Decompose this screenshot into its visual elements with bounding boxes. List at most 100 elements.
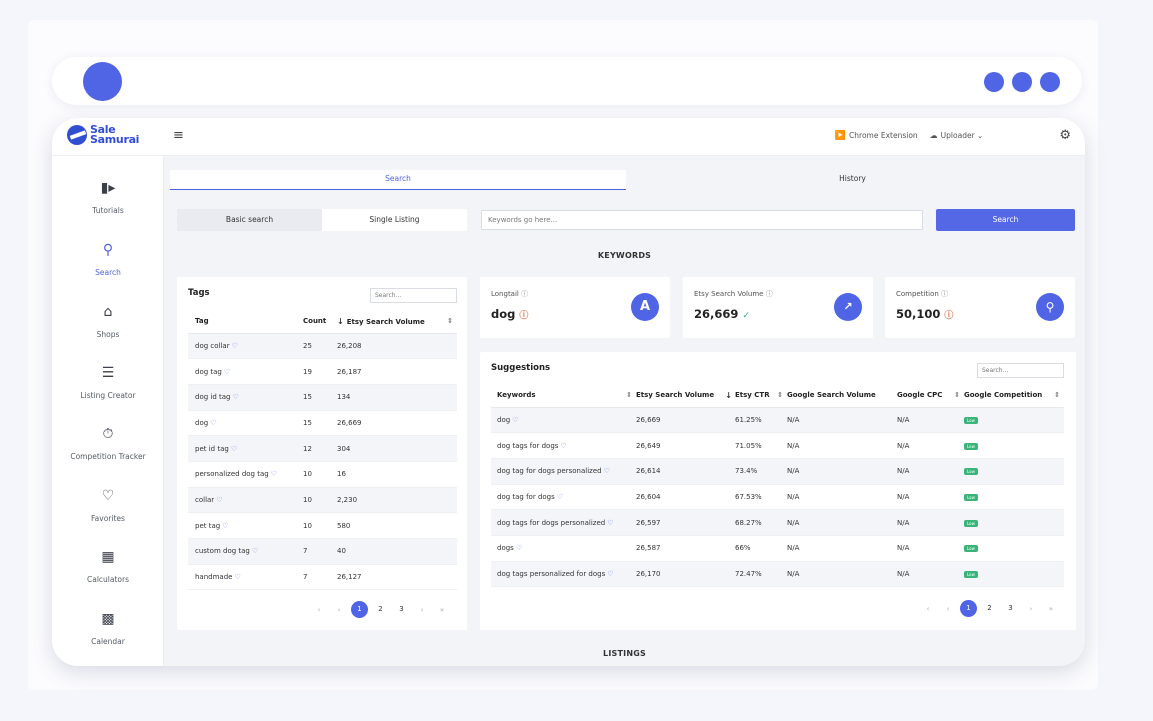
heart-icon[interactable]: ♡ [603,467,610,476]
ctr-column-header[interactable]: Etsy CTR ⇕ [735,384,787,408]
heart-icon[interactable]: ♡ [515,544,523,553]
keyword-text: dog tag for dogs [497,492,555,501]
keyword-cell[interactable]: dog tags for dogs ♡ [491,432,636,459]
keyword-search-input[interactable] [481,210,923,230]
hamburger-icon[interactable]: ≡ [173,128,184,143]
competition-cell: Low [964,535,1064,562]
prev-page-icon[interactable]: ‹ [946,604,950,613]
sort-icon: ⇕ [777,391,783,400]
heart-icon[interactable]: ♡ [270,470,277,479]
sidebar-item-shops[interactable]: ⌂ Shops [52,304,164,339]
last-page-icon[interactable]: » [1048,604,1054,613]
tags-search-input[interactable]: Search... [370,288,457,303]
check-circle-icon: ✓ [742,311,750,321]
topbar-actions: ▶️ Chrome Extension ☁ Uploader ⌄ ⚙ [835,128,1071,143]
heart-icon[interactable]: ♡ [223,367,231,376]
sidebar-item-search[interactable]: ⚲ Search [52,242,164,277]
keyword-cell[interactable]: dog tags for dogs personalized ♡ [491,509,636,536]
keyword-column-header[interactable]: Keywords ⇕ [491,384,636,408]
keyword-cell[interactable]: dog tag for dogs ♡ [491,484,636,511]
last-page-icon[interactable]: » [439,605,445,614]
app-window: Sale Samurai ≡ ▶️ Chrome Extension ☁ Uploa… [52,118,1085,666]
chrome-extension-link[interactable]: ▶️ Chrome Extension [835,131,918,141]
heart-icon[interactable]: ♡ [216,495,223,504]
tag-cell[interactable]: dog collar ♡ [188,333,303,360]
prev-page-icon[interactable]: ‹ [337,605,341,614]
tag-cell[interactable]: personalized dog tag ♡ [188,461,303,488]
heart-icon[interactable]: ♡ [556,492,564,501]
info-icon[interactable]: ⓘ [765,290,773,298]
tag-cell[interactable]: pet id tag ♡ [188,435,303,462]
tab-search[interactable]: Search [170,170,626,190]
volume-cell: 304 [337,435,457,462]
info-icon[interactable]: ⓘ [941,290,949,298]
logo[interactable]: Sale Samurai [67,123,139,145]
heart-icon[interactable]: ♡ [222,521,229,530]
volume-column-header[interactable]: ↓ Etsy Search Volume ⇕ [337,310,457,334]
keyword-cell[interactable]: dogs ♡ [491,535,636,562]
count-column-header[interactable]: Count [303,310,337,334]
google-competition-column-header[interactable]: Google Competition ⇕ [964,384,1064,408]
tag-cell[interactable]: handmade ♡ [188,564,303,591]
heart-icon[interactable]: ♡ [560,441,567,450]
heart-icon[interactable]: ♡ [210,418,217,427]
heart-icon[interactable]: ♡ [607,569,614,578]
sidebar-item-competition-tracker[interactable]: ⏱ Competition Tracker [52,426,164,461]
tag-cell[interactable]: custom dog tag ♡ [188,538,303,565]
table-row: pet tag ♡ 10 580 [188,512,457,539]
page-button[interactable]: 3 [399,605,404,613]
gear-icon[interactable]: ⚙ [1059,128,1071,143]
logo-line-1: Sale [90,123,116,136]
basic-search-button[interactable]: Basic search [177,209,322,231]
heart-icon[interactable]: ♡ [251,547,259,556]
sidebar-item-calendar[interactable]: ▩ Calendar [52,611,164,646]
tag-cell[interactable]: dog id tag ♡ [188,384,303,411]
page-button[interactable]: 1 [960,600,977,617]
volume-column-header[interactable]: Etsy Search Volume ↓ [636,384,735,408]
heart-icon[interactable]: ♡ [512,415,519,424]
keyword-cell[interactable]: dog tag for dogs personalized ♡ [491,458,636,485]
heart-icon[interactable]: ♡ [231,341,238,350]
heart-icon[interactable]: ♡ [230,444,238,453]
single-listing-button[interactable]: Single Listing [369,215,420,224]
sidebar-item-favorites[interactable]: ♡ Favorites [52,488,164,523]
tag-cell[interactable]: dog ♡ [188,410,303,437]
sidebar-item-calculators[interactable]: ▦ Calculators [52,549,164,584]
search-button[interactable]: Search [936,209,1075,231]
sidebar-item-tutorials[interactable]: ▮▸ Tutorials [52,180,164,215]
google-volume-column-header[interactable]: Google Search Volume [787,384,897,408]
volume-cell: 16 [337,461,457,488]
tab-history[interactable]: History [839,174,866,183]
tag-cell[interactable]: pet tag ♡ [188,512,303,539]
page-button[interactable]: 3 [1008,604,1013,612]
tag-cell[interactable]: dog tag ♡ [188,358,303,385]
next-page-icon[interactable]: › [420,605,424,614]
keywords-section-title: KEYWORDS [597,251,652,260]
search-icon: ⚲ [1036,293,1064,321]
page-button[interactable]: 2 [378,605,383,613]
page-button[interactable]: 2 [987,604,992,612]
keyword-cell[interactable]: dog tags personalized for dogs ♡ [491,561,636,588]
heart-icon[interactable]: ♡ [234,573,241,582]
heart-icon[interactable]: ♡ [232,393,239,402]
google-volume-cell: N/A [787,458,897,485]
first-page-icon[interactable]: ‹ [317,605,321,614]
tag-text: custom dog tag [195,547,250,556]
volume-cell: 26,597 [636,509,735,536]
keyword-cell[interactable]: dog ♡ [491,407,636,434]
sidebar-item-listing-creator[interactable]: ☰ Listing Creator [52,365,164,400]
info-icon[interactable]: ⓘ [521,290,529,298]
competition-value-text: 50,100 [896,307,941,321]
tag-column-header[interactable]: Tag [188,310,303,334]
uploader-menu[interactable]: ☁ Uploader ⌄ [930,131,984,140]
cpc-column-header[interactable]: Google CPC ⇕ [897,384,964,408]
volume-value-text: 26,669 [694,307,739,321]
page-button[interactable]: 1 [351,601,368,618]
next-page-icon[interactable]: › [1029,604,1033,613]
tag-cell[interactable]: collar ♡ [188,487,303,514]
heart-icon[interactable]: ♡ [607,518,614,527]
suggestions-search-input[interactable]: Search... [977,363,1064,378]
sort-icon: ⇕ [447,316,453,325]
calendar-icon: ▩ [101,611,115,627]
first-page-icon[interactable]: ‹ [926,604,930,613]
